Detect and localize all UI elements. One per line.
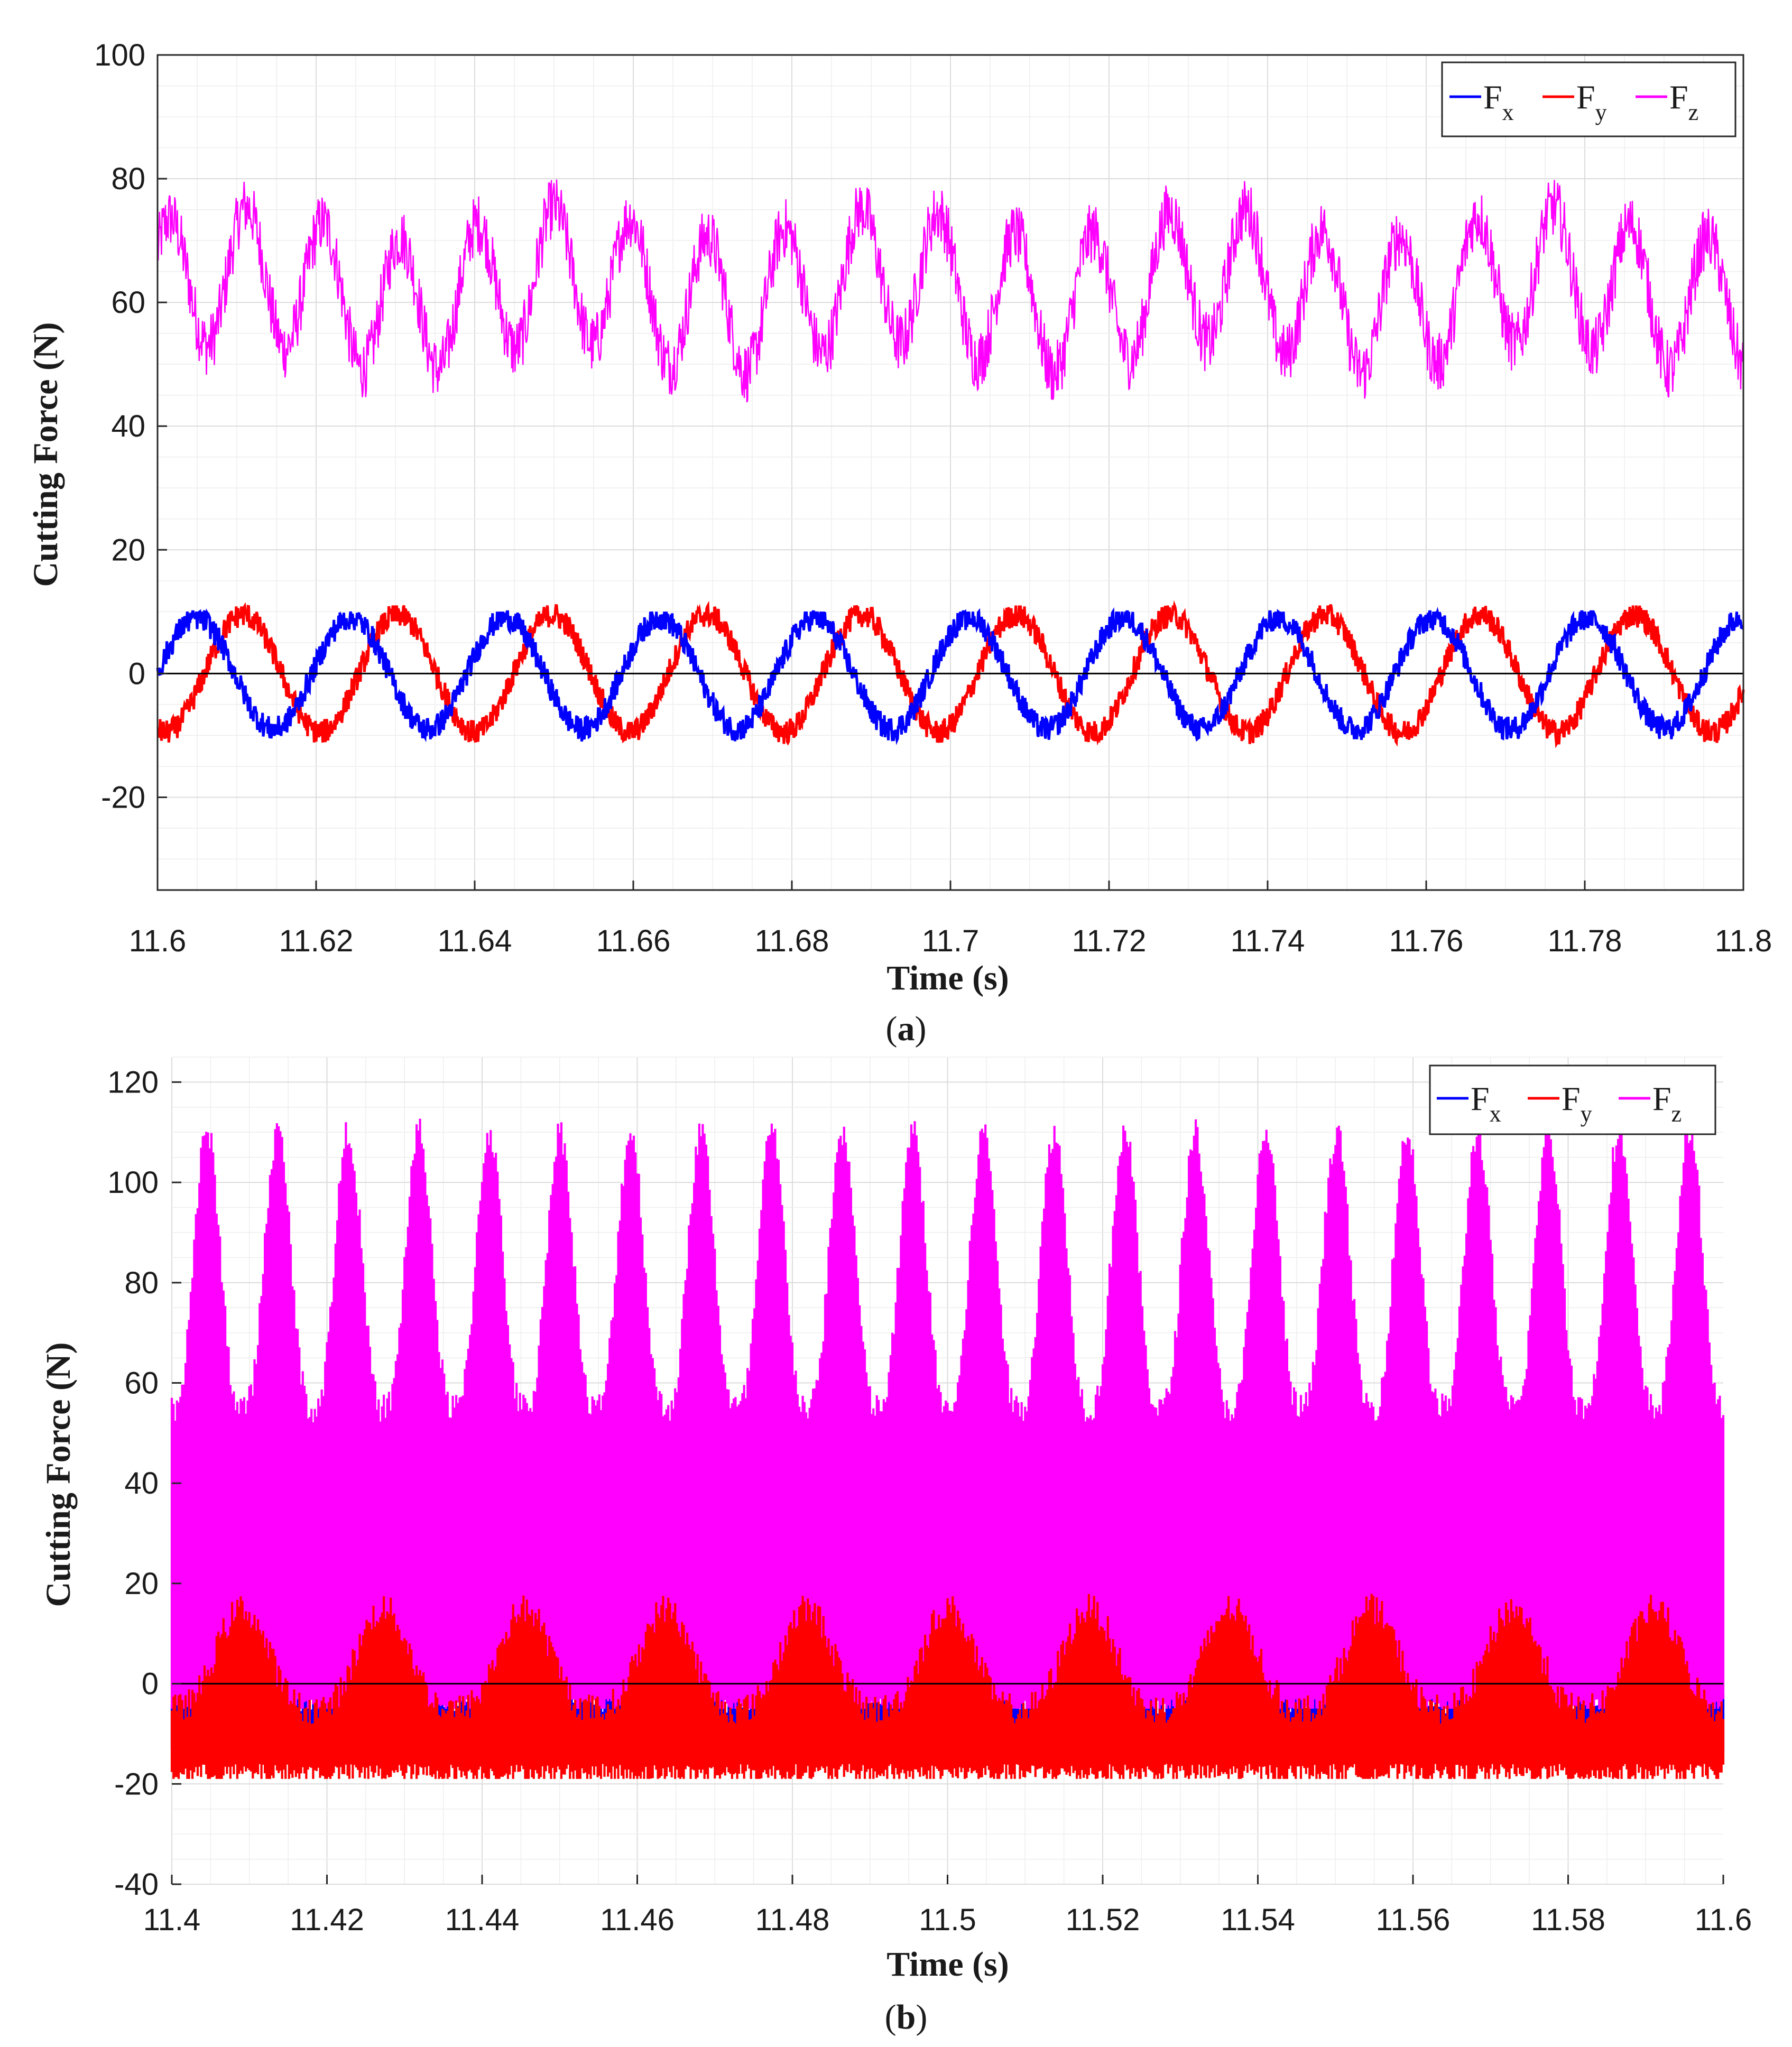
x-tick-label: 11.78 <box>1548 924 1622 958</box>
series-line-fx <box>156 607 1744 745</box>
legend-b-fz-name: F <box>1652 1080 1671 1117</box>
y-tick-label: 40 <box>111 409 145 443</box>
panel-b-caption-letter: b <box>897 1998 916 2036</box>
x-tick-label: 11.56 <box>1376 1903 1451 1937</box>
panel-b-legend: Fx Fy Fz <box>1429 1064 1716 1135</box>
panel-b-caption: (b) <box>885 1998 928 2036</box>
x-tick-label: 11.42 <box>290 1903 364 1937</box>
legend-a-fy-sub: y <box>1595 99 1607 125</box>
y-tick-label: -20 <box>114 1767 159 1801</box>
series-band-fz <box>170 1118 1725 1709</box>
legend-a-fy-label: Fy <box>1576 78 1607 125</box>
y-tick-label: -20 <box>101 780 145 814</box>
legend-b-fz-label: Fz <box>1652 1080 1682 1127</box>
panel-a-caption: (a) <box>886 1009 927 1048</box>
x-tick-label: 11.5 <box>919 1903 976 1937</box>
x-tick-label: 11.74 <box>1231 924 1305 958</box>
y-tick-label: 100 <box>107 1165 159 1200</box>
panel-a-y-axis-title: Cutting Force (N) <box>26 322 65 587</box>
y-tick-label: 80 <box>124 1266 159 1300</box>
legend-a-fx-name: F <box>1483 78 1502 116</box>
x-tick-label: 11.52 <box>1066 1903 1140 1937</box>
legend-a-fy-name: F <box>1576 78 1595 116</box>
y-tick-label: 120 <box>107 1065 159 1099</box>
x-tick-label: 11.66 <box>596 924 671 958</box>
panel-a-series <box>156 179 1745 748</box>
y-tick-label: 40 <box>124 1466 159 1500</box>
x-tick-label: 11.76 <box>1389 924 1464 958</box>
legend-a-fx-sub: x <box>1502 99 1514 125</box>
legend-a-fz-name: F <box>1669 78 1688 116</box>
panel-a-legend: Fx Fy Fz <box>1441 61 1736 137</box>
y-tick-label: 60 <box>124 1366 159 1401</box>
panel-a-x-axis-title: Time (s) <box>886 959 1009 997</box>
panel-a-grid <box>157 54 1744 891</box>
legend-b-fy-label: Fy <box>1562 1080 1592 1127</box>
series-line-fy <box>156 600 1745 748</box>
y-tick-label: 0 <box>142 1667 159 1701</box>
legend-b-fy-sub: y <box>1581 1101 1592 1127</box>
x-tick-label: 11.8 <box>1715 924 1772 958</box>
x-tick-label: 11.4 <box>143 1903 201 1937</box>
x-tick-label: 11.6 <box>1695 1903 1752 1937</box>
series-line-fz <box>156 179 1744 403</box>
x-tick-label: 11.72 <box>1072 924 1147 958</box>
legend-b-fx-name: F <box>1471 1080 1490 1117</box>
legend-a-fz-sub: z <box>1688 99 1699 125</box>
x-tick-label: 11.46 <box>600 1903 675 1937</box>
panel-b: 11.4 11.42 11.44 11.46 11.48 11.5 11.52 11.54 11… <box>39 1057 1752 2036</box>
y-tick-label: 60 <box>111 285 145 320</box>
x-tick-label: 11.54 <box>1221 1903 1295 1937</box>
x-tick-label: 11.48 <box>755 1903 830 1937</box>
panel-b-series <box>170 1118 1725 1779</box>
y-tick-label: 0 <box>128 656 145 691</box>
x-tick-label: 11.64 <box>438 924 512 958</box>
panel-a-x-ticks: 11.6 11.62 11.64 11.66 11.68 11.7 11.72 11.74 11… <box>129 881 1772 958</box>
panel-a-caption-letter: a <box>898 1009 915 1048</box>
x-tick-label: 11.7 <box>922 924 980 958</box>
y-tick-label: -40 <box>114 1867 159 1902</box>
panel-b-x-axis-title: Time (s) <box>886 1945 1009 1984</box>
series-band-fy <box>170 1594 1725 1779</box>
panel-a-y-ticks: -20 0 20 40 60 80 100 <box>94 38 167 814</box>
x-tick-label: 11.6 <box>129 924 187 958</box>
legend-b-fy-name: F <box>1562 1080 1581 1117</box>
x-tick-label: 11.44 <box>445 1903 520 1937</box>
y-tick-label: 20 <box>124 1567 159 1601</box>
y-tick-label: 100 <box>94 38 145 72</box>
panel-a: 11.6 11.62 11.64 11.66 11.68 11.7 11.72 11.74 11… <box>26 38 1772 1048</box>
panel-b-y-ticks: -40 -20 0 20 40 60 80 100 120 <box>107 1065 181 1902</box>
legend-a-fx-label: Fx <box>1483 78 1514 125</box>
legend-b-fz-sub: z <box>1671 1101 1682 1127</box>
legend-b-fx-sub: x <box>1490 1101 1501 1127</box>
panel-b-x-ticks: 11.4 11.42 11.44 11.46 11.48 11.5 11.52 11.54 11… <box>143 1875 1752 1937</box>
legend-b-fx-label: Fx <box>1471 1080 1501 1127</box>
panel-a-legend-box <box>1441 61 1736 137</box>
x-tick-label: 11.58 <box>1531 1903 1605 1937</box>
x-tick-label: 11.68 <box>755 924 829 958</box>
y-tick-label: 20 <box>111 533 145 567</box>
y-tick-label: 80 <box>111 162 145 196</box>
x-tick-label: 11.62 <box>279 924 354 958</box>
legend-a-fz-label: Fz <box>1669 78 1698 125</box>
panel-b-legend-box <box>1429 1064 1716 1135</box>
panel-b-y-axis-title: Cutting Force (N) <box>39 1342 78 1607</box>
